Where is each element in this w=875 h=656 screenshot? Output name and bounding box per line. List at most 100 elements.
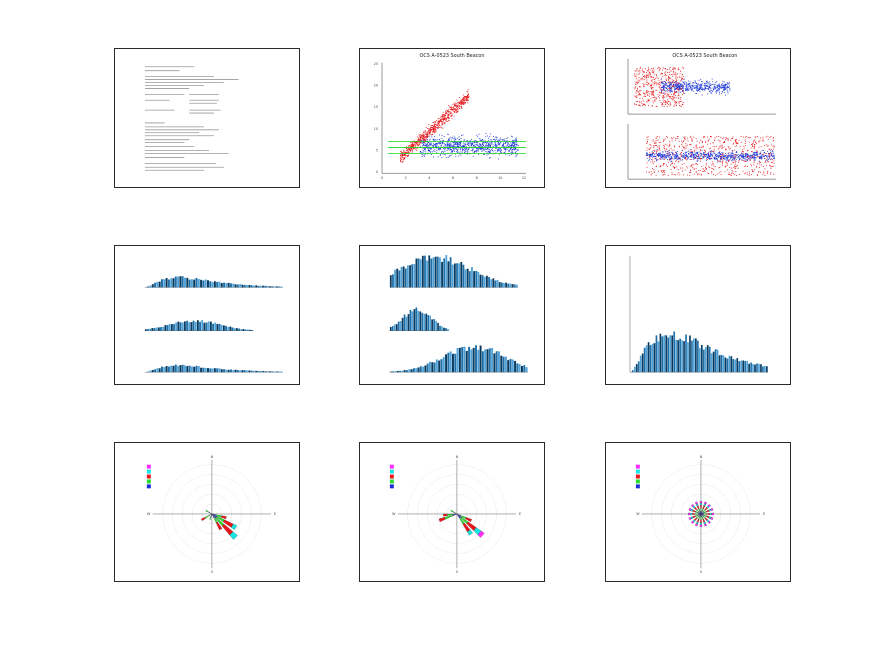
scatter-point (702, 89, 704, 91)
scatter-point (437, 124, 439, 126)
histogram-bar (399, 321, 402, 331)
scatter-point (681, 144, 683, 145)
scatter-point (440, 147, 441, 149)
scatter-point (706, 158, 707, 160)
histogram-bar (515, 284, 518, 288)
scatter-point (753, 160, 755, 162)
scatter-point (717, 84, 719, 86)
scatter-point (434, 143, 436, 145)
scatter-point (711, 172, 713, 174)
scatter-point (421, 156, 423, 157)
scatter-point (748, 155, 750, 157)
scatter-point (734, 160, 736, 162)
scatter-point (664, 154, 666, 156)
scatter-point (488, 149, 490, 151)
scatter-point (680, 154, 682, 156)
scatter-point (455, 102, 457, 104)
scatter-point (681, 94, 683, 96)
scatter-point (490, 145, 492, 147)
histogram-bar (248, 284, 251, 288)
scatter-point (651, 152, 653, 154)
scatter-point (452, 107, 454, 109)
scatter-point (665, 156, 667, 158)
scatter-point (476, 148, 478, 150)
thumbnail-stacked-histogram-b[interactable] (359, 245, 545, 385)
scatter-point (495, 152, 497, 154)
scatter-point (683, 152, 684, 154)
scatter-point (766, 172, 768, 174)
scatter-point (672, 93, 674, 95)
scatter-point (769, 164, 771, 166)
scatter-point (417, 144, 419, 146)
scatter-point (720, 154, 722, 156)
scatter-point (696, 158, 698, 160)
scatter-point (413, 146, 415, 148)
scatter-point (485, 144, 487, 146)
histogram-bar (470, 349, 473, 373)
scatter-point (648, 91, 650, 93)
scatter-point (456, 103, 458, 105)
scatter-point (459, 105, 460, 107)
scatter-point (715, 82, 717, 84)
scatter-point (672, 96, 674, 98)
scatter-point (709, 143, 711, 145)
scatter-point (425, 137, 427, 139)
scatter-point (696, 140, 698, 142)
scatter-point (735, 154, 737, 155)
scatter-point (658, 79, 660, 81)
thumbnail-stacked-histogram-a[interactable] (114, 245, 300, 385)
scatter-point (697, 154, 699, 156)
scatter-point (709, 87, 711, 88)
scatter-point (757, 156, 759, 157)
scatter-point (434, 122, 436, 124)
histogram-bar (174, 364, 177, 373)
scatter-point (466, 150, 468, 152)
histogram-bar (391, 326, 394, 331)
scatter-point (769, 158, 771, 160)
scatter-point (734, 174, 736, 176)
scatter-point (733, 142, 735, 144)
scatter-point (658, 153, 660, 155)
scatter-point (744, 172, 746, 174)
scatter-point (675, 157, 677, 159)
scatter-point (658, 154, 660, 156)
scatter-point (495, 140, 496, 142)
scatter-point (735, 141, 737, 142)
scatter-point (484, 140, 486, 142)
scatter-point (738, 156, 740, 158)
scatter-point (494, 139, 496, 141)
scatter-point (760, 171, 761, 173)
scatter-point (425, 140, 427, 142)
scatter-point (671, 90, 673, 92)
scatter-point (462, 98, 464, 100)
scatter-point (700, 78, 702, 80)
scatter-point (727, 160, 729, 162)
scatter-point (665, 101, 666, 103)
scatter-point (480, 148, 482, 150)
scatter-point (668, 95, 670, 97)
thumbnail-single-histogram[interactable] (605, 245, 791, 385)
scatter-point (660, 81, 662, 83)
scatter-point (718, 151, 720, 153)
scatter-point (729, 89, 731, 91)
scatter-point (703, 154, 705, 156)
rose-petal (699, 503, 703, 506)
histogram-bar (431, 319, 433, 331)
scatter-point (656, 149, 658, 151)
scatter-point (772, 165, 774, 167)
scatter-point (665, 148, 667, 150)
scatter-point (756, 155, 758, 157)
scatter-point (462, 103, 464, 105)
scatter-point (728, 160, 730, 162)
scatter-point (759, 163, 761, 165)
scatter-point (681, 140, 682, 142)
thumbnail-text-page[interactable] (114, 48, 300, 188)
scatter-point (634, 95, 636, 97)
thumbnail-scatter-plot[interactable]: OCS A-0523 South Beacon 25 20 15 10 5 0 0 2 4 6 8 1… (359, 48, 545, 188)
thumbnail-dual-scatter-plot[interactable]: OCS A-0523 South Beacon (605, 48, 791, 188)
scatter-point (425, 130, 426, 132)
scatter-point (729, 167, 731, 169)
